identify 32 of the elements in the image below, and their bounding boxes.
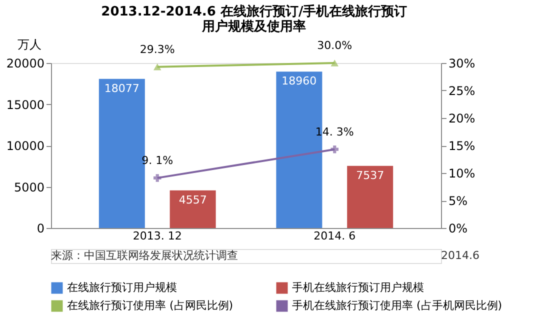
data-label: 18960 xyxy=(282,74,317,88)
data-label: 30.0% xyxy=(317,39,352,52)
y-tick-label: 10000 xyxy=(6,139,44,153)
legend-label: 在线旅行预订使用率 (占网民比例) xyxy=(67,299,234,312)
data-label: 7537 xyxy=(356,168,384,182)
legend-label: 手机在线旅行预订用户规模 xyxy=(292,281,424,294)
legend-label: 在线旅行预订用户规模 xyxy=(67,281,177,294)
y2-tick-label: 15% xyxy=(448,139,476,153)
y2-tick-label: 25% xyxy=(448,84,476,98)
source-note: 来源：中国互联网络发展状况统计调查 xyxy=(51,249,238,262)
y-tick-label: 0 xyxy=(36,222,44,236)
bar xyxy=(347,166,394,228)
y-axis-title: 万人 xyxy=(18,38,42,52)
y2-tick-label: 5% xyxy=(448,194,468,208)
y2-tick-label: 30% xyxy=(448,56,476,70)
data-label: 29.3% xyxy=(140,42,175,56)
data-label: 4557 xyxy=(178,193,207,206)
data-label: 18077 xyxy=(104,82,140,95)
y-tick-label: 5000 xyxy=(14,180,44,194)
y2-tick-label: 0% xyxy=(448,222,468,236)
text: 2014.6 xyxy=(441,249,480,262)
bar xyxy=(170,190,216,228)
point xyxy=(153,174,162,182)
y-tick-label: 15000 xyxy=(6,98,44,112)
y2-tick-label: 20% xyxy=(448,112,476,126)
point xyxy=(330,145,339,154)
chart-title: 2013.12-2014.6 在线旅行预订/手机在线旅行预订用户规模及使用率 xyxy=(101,4,408,34)
legend-label: 手机在线旅行预订使用率 (占手机网民比例) xyxy=(292,299,502,312)
x-tick-label: 2014. 6 xyxy=(314,230,356,242)
x-tick-label: 2013. 12 xyxy=(132,230,182,242)
y2-tick-label: 10% xyxy=(448,166,476,180)
y-tick-label: 20000 xyxy=(6,56,44,70)
